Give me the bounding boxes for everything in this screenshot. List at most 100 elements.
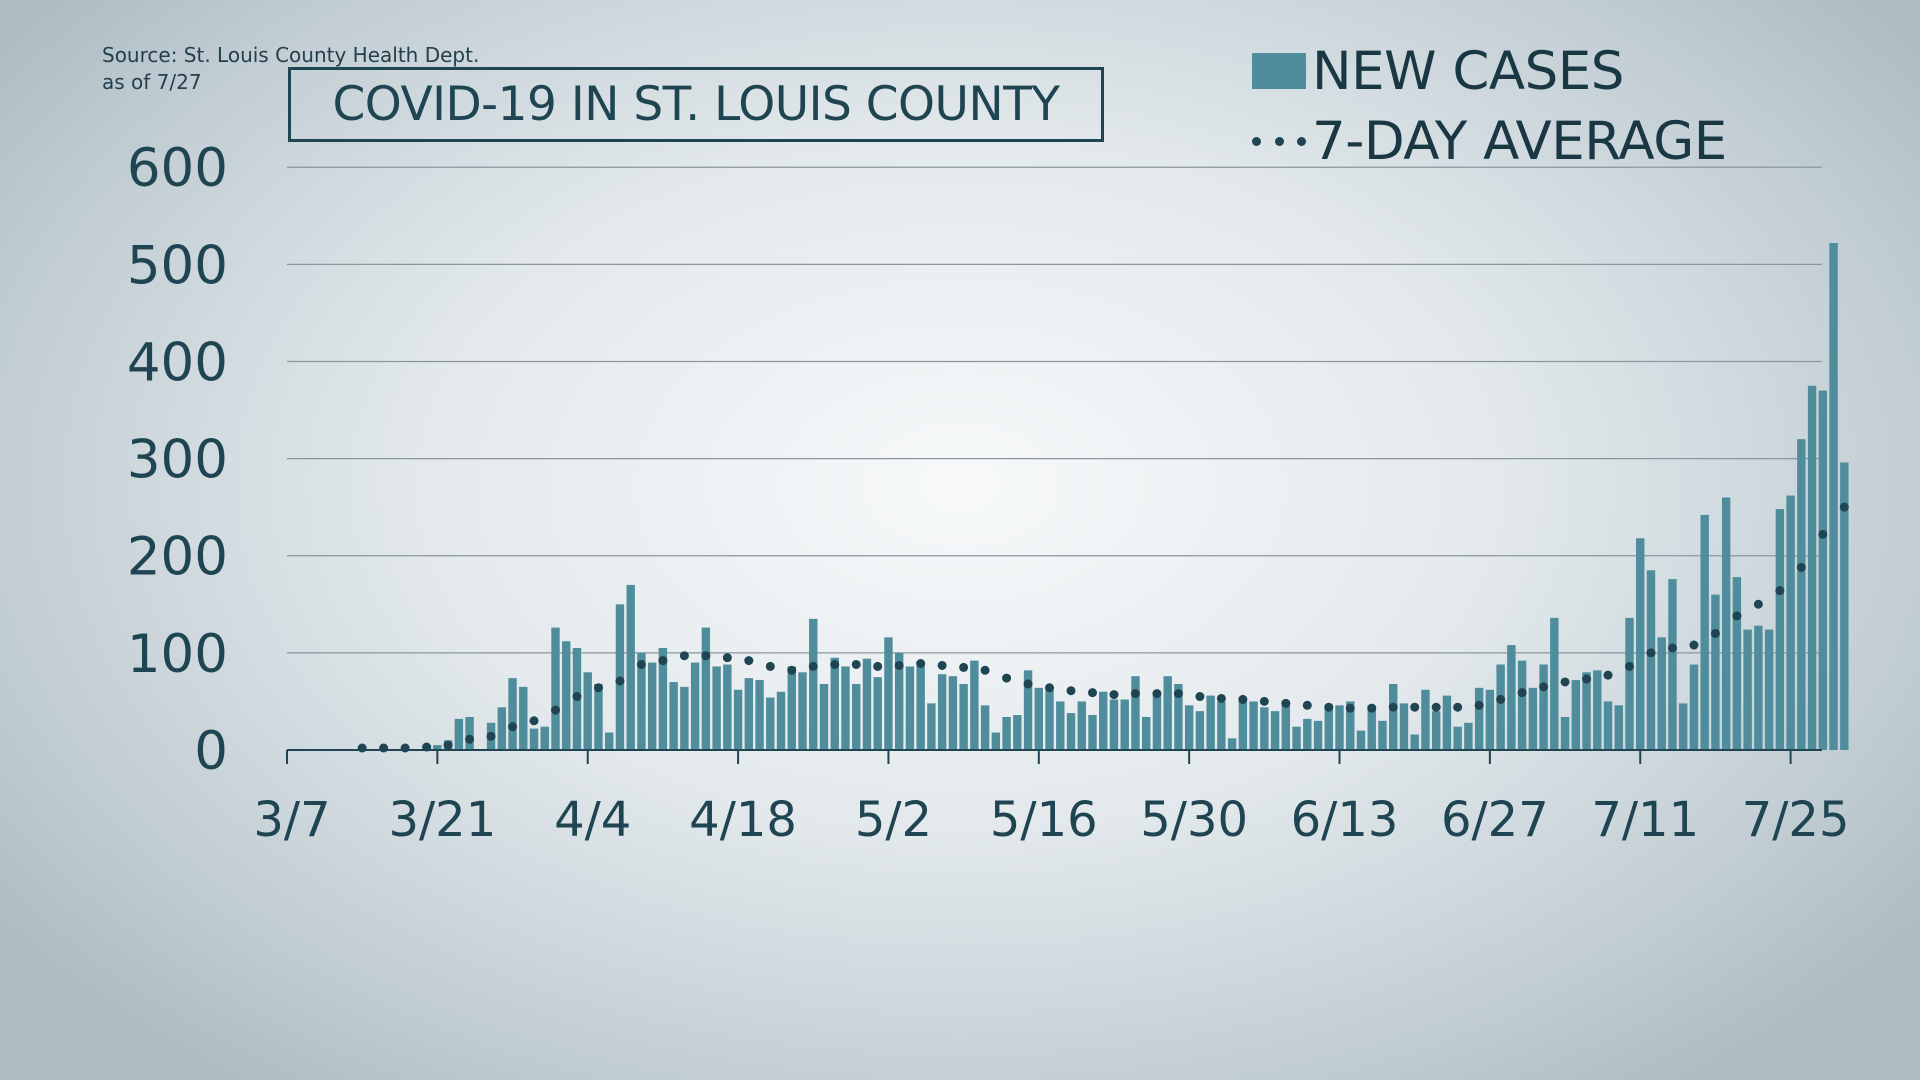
average-dot [636, 659, 646, 669]
bar [1152, 695, 1162, 750]
bar [1636, 538, 1645, 750]
bar [1797, 439, 1806, 750]
bar [1335, 705, 1344, 750]
average-dot [830, 659, 840, 669]
dots-swatch-icon [1252, 136, 1306, 146]
y-tick-label: 400 [127, 332, 228, 393]
bar [1217, 701, 1226, 750]
average-dot [916, 658, 926, 668]
bar [594, 683, 603, 750]
bar [959, 683, 968, 750]
y-tick-label: 600 [127, 138, 228, 199]
bar [1142, 716, 1151, 750]
average-dot [1453, 702, 1463, 712]
bar [1593, 670, 1602, 750]
bar [819, 683, 829, 750]
bar [637, 652, 646, 750]
bar [1775, 509, 1785, 750]
bar [1464, 722, 1473, 750]
x-tick-label: 6/27 [1441, 792, 1549, 848]
bar [927, 703, 936, 750]
average-dot [1625, 661, 1634, 671]
bar [508, 678, 517, 750]
average-dot [1496, 694, 1506, 704]
legend: NEW CASES 7-DAY AVERAGE [1252, 36, 1727, 176]
bar [712, 666, 721, 750]
bar [690, 662, 700, 750]
average-dot [873, 661, 883, 671]
bar [1657, 637, 1666, 750]
average-dot [1088, 688, 1097, 698]
y-tick-label: 0 [194, 721, 228, 782]
average-dot [1753, 599, 1763, 609]
bar [1389, 683, 1398, 750]
bar [1045, 689, 1054, 750]
average-dot [722, 653, 732, 663]
bar [884, 637, 893, 750]
bar [519, 686, 528, 750]
bar [1324, 705, 1333, 750]
average-dot [1345, 703, 1355, 713]
bar [1431, 711, 1441, 750]
bar [1829, 242, 1838, 751]
bar-swatch-icon [1252, 53, 1306, 89]
legend-label-new-cases: NEW CASES [1312, 40, 1624, 102]
average-dot [1023, 679, 1033, 689]
bar [562, 641, 571, 750]
y-axis-labels: 0 100 200 300 400 500 600 [127, 138, 228, 782]
y-tick-label: 100 [127, 624, 228, 685]
x-tick-label: 4/18 [689, 792, 797, 848]
bar [1603, 701, 1613, 750]
bar [1646, 570, 1656, 750]
average-dot [787, 665, 797, 675]
bar [916, 664, 925, 750]
bar [1109, 699, 1119, 750]
bar [1668, 579, 1677, 750]
bar [852, 683, 861, 750]
bar [1120, 699, 1129, 750]
bar [1270, 711, 1280, 750]
average-dot [572, 692, 582, 702]
average-dot [443, 740, 453, 750]
bar [1614, 705, 1623, 750]
average-dot [1839, 502, 1849, 512]
average-dot [1646, 648, 1656, 658]
bar [1764, 629, 1774, 750]
x-axis-labels: 3/7 3/21 4/4 4/18 5/2 5/16 5/30 6/13 6/27 7/11 7/2… [253, 792, 1849, 848]
bar [1023, 670, 1033, 750]
bar [497, 707, 506, 750]
bar [433, 745, 442, 750]
legend-item-7-day-average: 7-DAY AVERAGE [1252, 106, 1727, 176]
x-tick-label: 3/7 [253, 792, 330, 848]
average-dot [1474, 700, 1484, 710]
bar [1206, 695, 1215, 750]
bar [1539, 664, 1548, 750]
average-dot [1710, 628, 1720, 638]
bar [1711, 594, 1720, 750]
average-dot [1216, 693, 1226, 703]
average-dot [1367, 703, 1377, 713]
as-of-date: as of 7/27 [102, 70, 202, 94]
bar [776, 691, 786, 750]
bar [1292, 726, 1301, 750]
bar [809, 618, 818, 750]
bar [583, 672, 592, 750]
bar [1721, 497, 1731, 750]
bar [1099, 691, 1108, 750]
bar [830, 657, 839, 750]
average-dot [851, 659, 861, 669]
bar [1754, 625, 1763, 750]
bar [1840, 462, 1849, 750]
bar [1066, 713, 1076, 750]
bar [1485, 689, 1495, 750]
bar [605, 732, 614, 750]
bar [1528, 687, 1538, 750]
bar [1550, 617, 1559, 750]
average-dot [765, 661, 775, 671]
average-dot [486, 731, 496, 741]
average-dot [658, 656, 668, 666]
average-dot [1238, 694, 1248, 704]
bar [1732, 577, 1742, 750]
bar [701, 627, 711, 750]
